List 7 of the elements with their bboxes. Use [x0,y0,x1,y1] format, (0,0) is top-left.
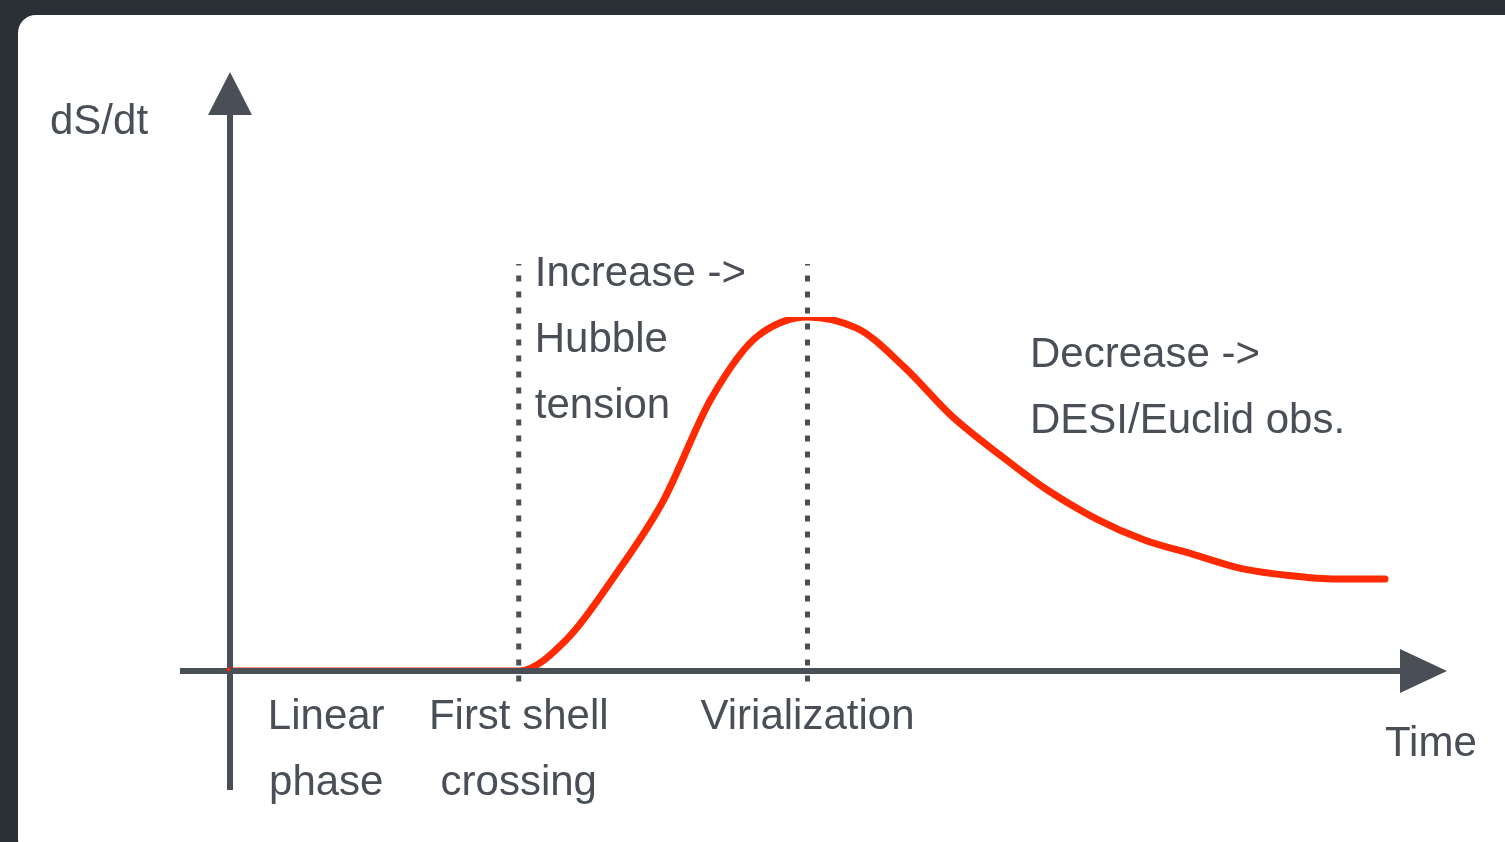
x-axis-title: Time [1385,718,1477,766]
y-axis-title: dS/dt [50,96,149,144]
x-tick-label: First shell crossing [428,691,609,804]
x-tick-label: Linear phase [267,691,385,804]
annotation: Decrease -> DESI/Euclid obs. [1030,328,1347,444]
ref-line-label: Increase -> Hubble tension [534,247,748,429]
x-tick-label: Virialization [700,691,915,738]
